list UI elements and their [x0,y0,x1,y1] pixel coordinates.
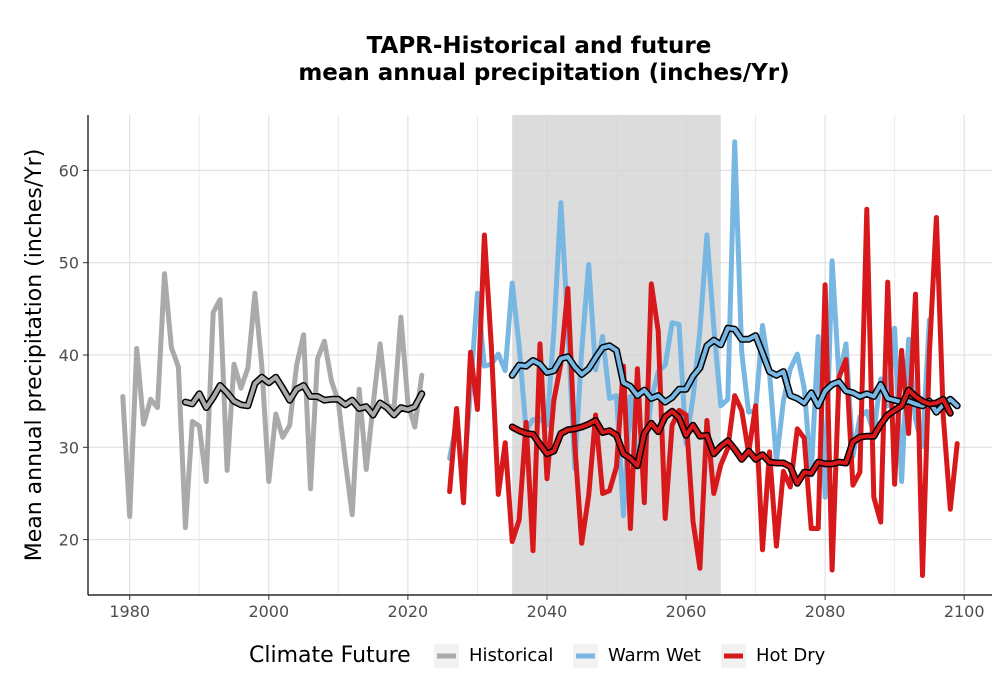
legend-entry-hot-dry: Hot Dry [721,644,826,668]
plot-area: 1980 2000 2020 2040 2060 2080 2100 20 30 40 50 60 [59,115,992,621]
y-tick-label: 30 [59,438,79,457]
series-line-historical [120,271,425,531]
y-tick-label: 50 [59,254,79,273]
y-tick-label: 20 [59,531,79,550]
x-tick-label: 2060 [666,602,707,621]
y-tick-label: 60 [59,161,79,180]
legend: Climate Future Historical Warm Wet Hot D… [249,643,826,668]
x-tick-label: 2080 [805,602,846,621]
y-axis-title: Mean annual precipitation (inches/Yr) [22,149,47,562]
x-tick-label: 2040 [527,602,568,621]
legend-label-hot-dry: Hot Dry [756,645,826,666]
chart-title-line-1: TAPR-Historical and future [367,33,712,59]
x-tick-label: 2000 [248,602,289,621]
chart-title-line-2: mean annual precipitation (inches/Yr) [298,60,789,86]
legend-entry-historical: Historical [434,644,553,668]
x-tick-label: 2020 [388,602,429,621]
series-line-hot-dry-avg [510,388,953,486]
series-line-hot-dry [447,206,960,579]
series-line-historical-avg [183,375,424,417]
x-tick-label: 1980 [109,602,150,621]
series-line-warm-wet-avg [510,326,960,415]
y-tick-label: 40 [59,346,79,365]
x-tick-label: 2100 [944,602,985,621]
legend-entry-warm-wet: Warm Wet [573,644,701,668]
legend-title: Climate Future [249,643,411,668]
legend-label-warm-wet: Warm Wet [608,645,701,666]
legend-label-historical: Historical [469,645,553,666]
